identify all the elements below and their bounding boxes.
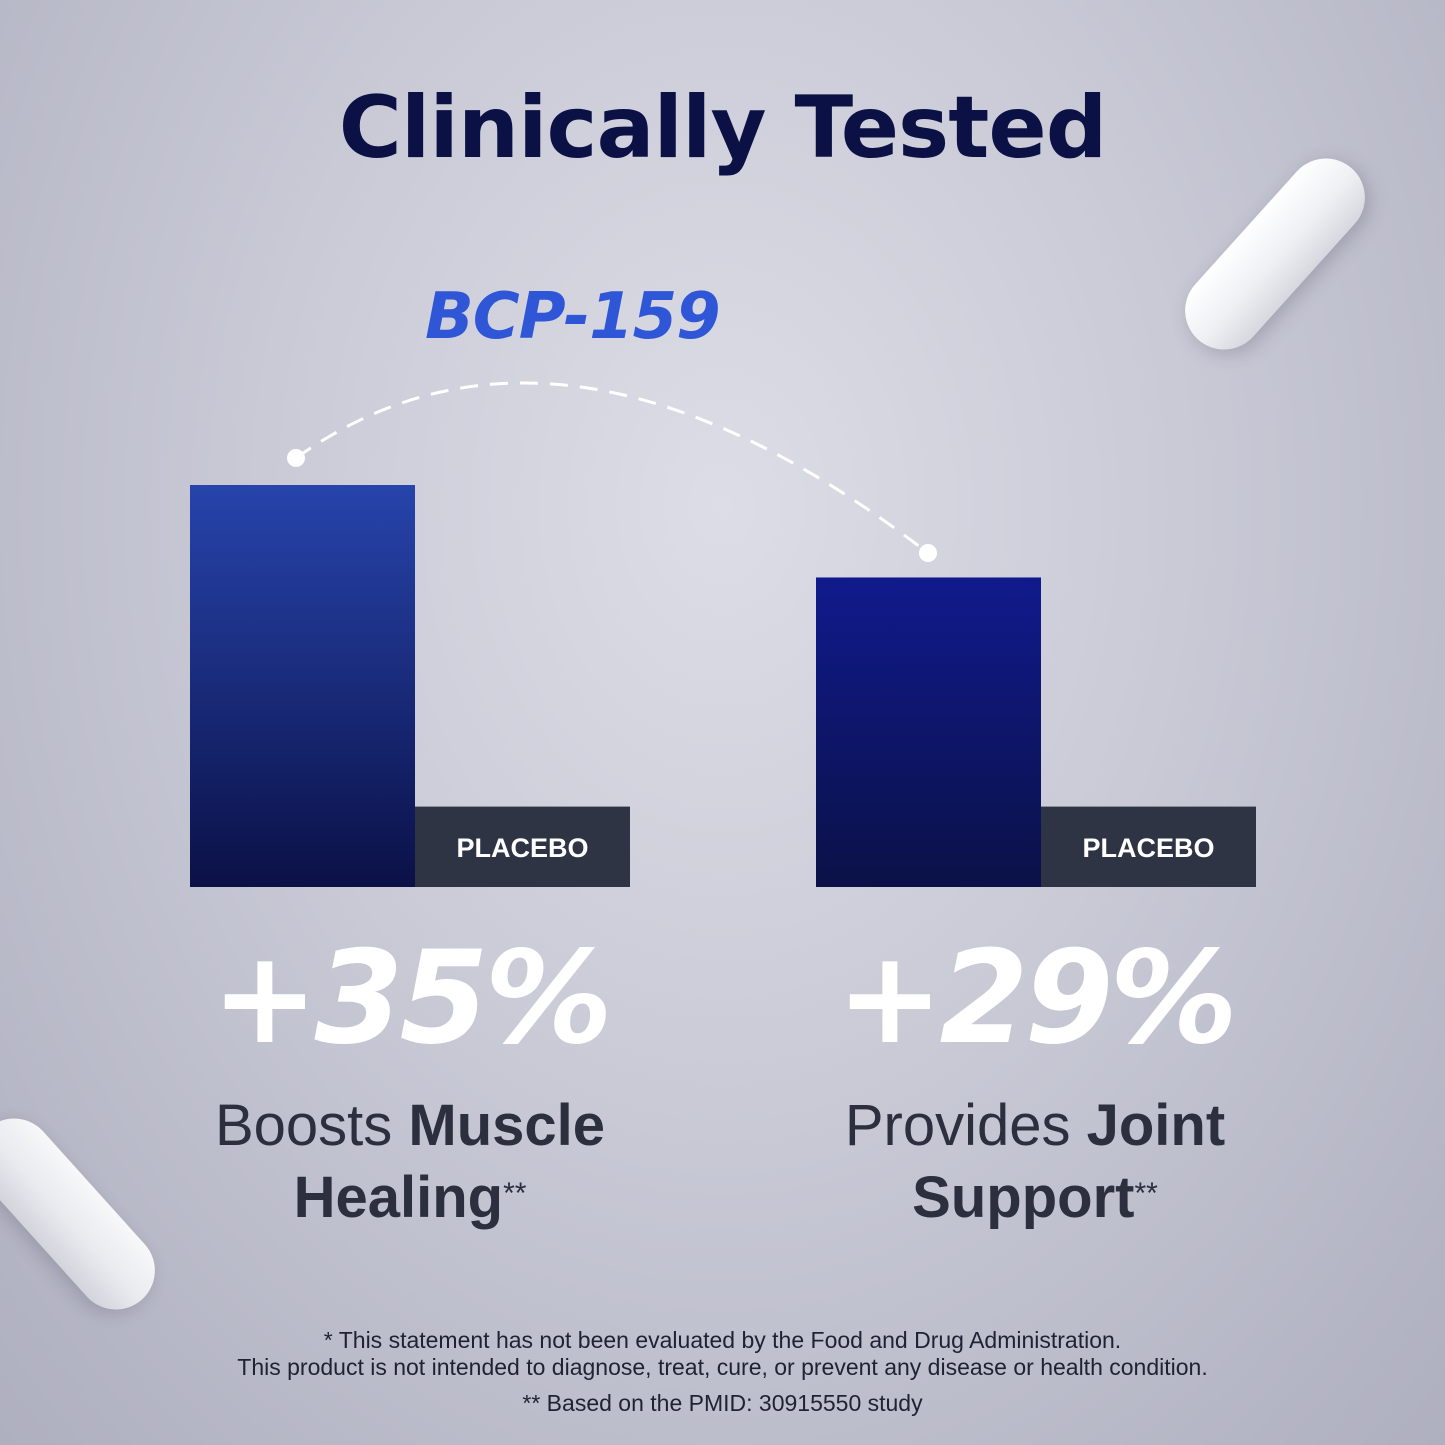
bcp-bar xyxy=(190,485,415,887)
study-reference: ** Based on the PMID: 30915550 study xyxy=(522,1390,923,1416)
stat-description: Provides Joint Support** xyxy=(844,1093,1226,1230)
placebo-bar xyxy=(1041,806,1256,887)
disclaimer-line: * This statement has not been evaluated … xyxy=(323,1327,1122,1353)
stat-description: Boosts Muscle Healing** xyxy=(214,1093,606,1230)
connector-dot xyxy=(919,544,937,562)
stat-value: +29% xyxy=(836,924,1238,1073)
placebo-bar-label: PLACEBO xyxy=(456,833,588,863)
disclaimer-line: This product is not intended to diagnose… xyxy=(237,1354,1208,1380)
connector-arc xyxy=(295,381,929,555)
bcp-bar xyxy=(816,577,1041,887)
page-title: Clinically Tested xyxy=(338,78,1108,178)
product-label: BCP-159 xyxy=(425,280,721,354)
placebo-bar xyxy=(415,806,630,887)
connector-dot xyxy=(287,449,305,467)
placebo-bar-label: PLACEBO xyxy=(1082,833,1214,863)
stat-value: +35% xyxy=(211,924,613,1073)
